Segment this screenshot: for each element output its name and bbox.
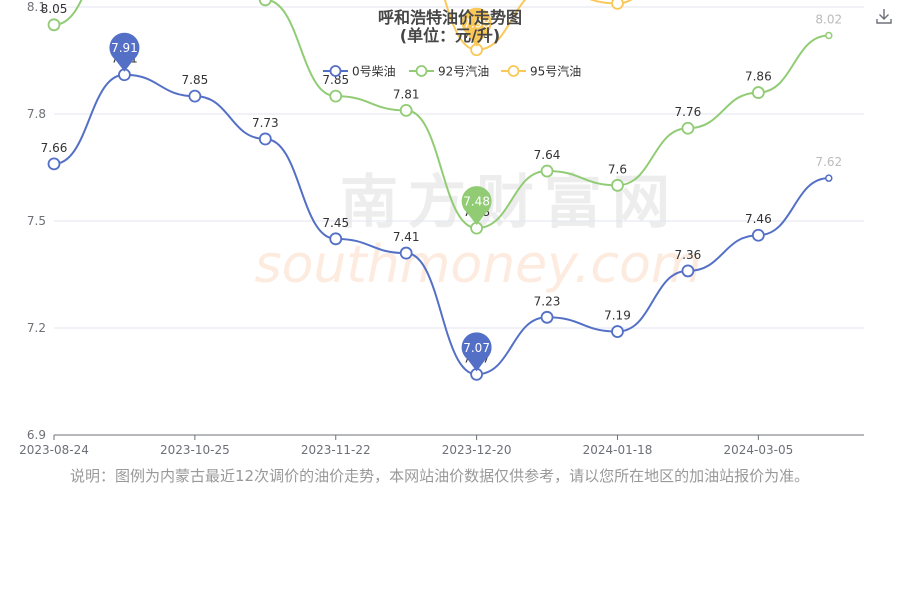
download-icon[interactable] (874, 6, 894, 26)
data-point (188, 89, 202, 103)
data-label: 7.46 (745, 212, 772, 226)
legend-marker (507, 65, 520, 77)
x-tick-label: 2023-12-20 (442, 443, 512, 457)
data-label: 7.81 (393, 87, 420, 101)
y-tick-label: 6.9 (27, 428, 46, 442)
marker-pin-label: 7.98 (463, 16, 490, 30)
legend-label: 95号汽油 (530, 64, 581, 79)
watermark-text: 南方财富网 (340, 168, 680, 236)
marker-pin-head (109, 32, 140, 63)
chart-note: 说明：图例为内蒙古最近12次调价的油价走势，本网站油价数据仅供参考，请以您所在地… (70, 467, 810, 485)
max-value-marker: 7.91 (109, 32, 140, 72)
data-label: 7.62 (815, 155, 842, 169)
data-point (611, 178, 624, 192)
y-tick-label: 8.1 (27, 0, 46, 14)
data-point (329, 89, 343, 103)
marker-pin-tail (467, 359, 486, 372)
y-tick-label: 7.2 (27, 321, 46, 335)
series-line (53, 0, 829, 230)
data-point (399, 104, 413, 117)
min-value-marker: 7.48 (461, 186, 492, 226)
data-point (329, 232, 343, 246)
data-point (825, 174, 833, 182)
data-point (399, 246, 413, 260)
min-value-marker: 7.98 (461, 7, 492, 47)
x-tick-label: 2023-08-24 (19, 443, 89, 457)
data-point (611, 325, 624, 338)
data-point (611, 0, 624, 10)
marker-pin-tail (467, 34, 486, 47)
data-point (258, 132, 272, 146)
legend: 0号柴油 92号汽油 95号汽油 (323, 64, 581, 79)
data-label: 7.73 (252, 116, 279, 130)
marker-pin-head (461, 7, 492, 38)
marker-pin-tail (467, 212, 486, 226)
data-point (540, 310, 554, 324)
legend-label: 0号柴油 (352, 65, 396, 79)
marker-pin-head (461, 186, 492, 217)
legend-marker (415, 65, 428, 77)
data-label: 7.36 (675, 248, 702, 262)
chart-title: 呼和浩特油价走势图 (377, 8, 522, 27)
data-point (825, 31, 833, 40)
data-label: 7.41 (393, 230, 420, 244)
data-point (47, 157, 61, 171)
data-label: 7.86 (745, 70, 772, 84)
data-label: 7.6 (608, 162, 627, 176)
chart-subtitle: (单位：元/升) (399, 26, 501, 45)
x-tick-label: 2024-01-18 (583, 443, 653, 457)
min-value-marker: 7.07 (461, 332, 492, 372)
data-label: 7.19 (604, 309, 631, 323)
data-label: 7.76 (675, 105, 702, 119)
data-label: 8.05 (41, 2, 68, 16)
data-point (751, 228, 765, 242)
download-icon-glyph (876, 9, 892, 24)
x-tick-label: 2024-03-05 (723, 443, 793, 457)
marker-pin-label: 7.91 (111, 41, 138, 55)
data-label: 8.02 (815, 12, 842, 26)
marker-pin-label: 7.48 (463, 195, 490, 209)
data-point (258, 0, 272, 7)
data-label: 7.85 (182, 73, 209, 87)
watermark-url: southmoney.com (255, 235, 702, 295)
data-point (47, 18, 61, 32)
data-label: 7.85 (322, 73, 349, 87)
legend-label: 92号汽油 (438, 64, 489, 79)
data-point (540, 164, 554, 178)
data-point (751, 86, 765, 99)
marker-pin-label: 7.07 (463, 341, 490, 355)
series-line (53, 73, 829, 376)
x-tick-label: 2023-10-25 (160, 443, 230, 457)
data-label: 7.45 (322, 216, 349, 230)
data-label: 7.23 (534, 294, 561, 308)
y-tick-label: 7.8 (27, 107, 46, 121)
data-label: 7.66 (41, 141, 68, 155)
data-point (681, 264, 695, 278)
data-point (681, 121, 695, 135)
legend-marker (329, 65, 342, 77)
data-label: 7.64 (534, 148, 561, 162)
y-tick-label: 7.5 (27, 214, 46, 228)
marker-pin-tail (115, 59, 134, 72)
x-tick-label: 2023-11-22 (301, 443, 371, 457)
marker-pin-head (461, 332, 492, 363)
